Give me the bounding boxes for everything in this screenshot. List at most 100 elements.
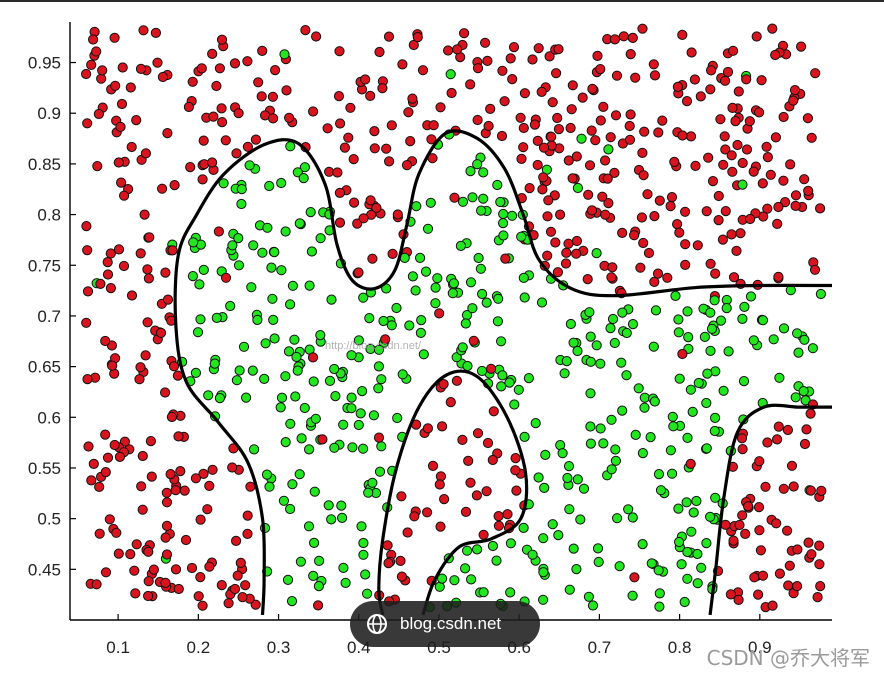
point-green (234, 365, 245, 376)
point-red (157, 71, 168, 83)
top-border (0, 0, 884, 2)
point-red (110, 80, 121, 91)
point-green (472, 159, 483, 170)
point-red (809, 264, 821, 275)
point-green (757, 315, 769, 326)
point-green (360, 569, 371, 580)
point-green (276, 265, 287, 276)
url-badge[interactable]: blog.csdn.net (350, 601, 540, 647)
point-green (585, 388, 596, 399)
point-green (572, 474, 583, 485)
point-red (760, 481, 771, 492)
point-red (281, 85, 292, 96)
point-green (241, 392, 252, 403)
point-green (815, 288, 827, 300)
point-red (100, 335, 111, 347)
point-red (146, 471, 157, 482)
point-red (785, 159, 796, 170)
point-red (637, 147, 648, 158)
point-red (715, 114, 726, 125)
point-red (677, 348, 688, 360)
point-red (567, 80, 578, 91)
point-red (488, 406, 499, 417)
point-red (730, 116, 741, 127)
point-red (611, 70, 623, 81)
point-green (357, 386, 368, 397)
decision-boundary-1 (173, 129, 833, 616)
point-red (555, 209, 566, 220)
point-green (280, 437, 291, 448)
y-tick-label: 0.55 (28, 459, 61, 478)
point-red (722, 66, 734, 78)
point-green (353, 335, 364, 346)
point-red (728, 272, 740, 283)
point-red (242, 510, 253, 521)
point-red (193, 591, 204, 602)
point-green (682, 306, 693, 317)
point-red (332, 167, 343, 178)
point-red (743, 501, 754, 512)
point-red (519, 88, 531, 99)
point-red (97, 65, 108, 76)
point-red (705, 258, 716, 269)
point-red (713, 215, 724, 226)
point-green (609, 337, 620, 349)
point-red (113, 548, 124, 559)
point-red (478, 529, 489, 540)
point-red (482, 55, 493, 67)
point-red (434, 308, 445, 319)
point-red (710, 268, 721, 279)
point-red (756, 75, 767, 86)
point-red (195, 514, 206, 525)
point-green (280, 371, 291, 382)
point-green (326, 294, 337, 305)
point-green (738, 376, 750, 387)
point-red (339, 142, 350, 153)
point-red (472, 428, 484, 439)
point-red (605, 132, 616, 143)
point-green (267, 293, 278, 304)
point-red (789, 85, 801, 96)
point-red (799, 174, 810, 185)
point-red (397, 59, 408, 70)
point-green (774, 372, 785, 383)
point-red (538, 142, 550, 153)
point-green (683, 332, 694, 343)
point-green (252, 314, 263, 325)
point-red (561, 247, 572, 258)
point-red (162, 128, 173, 139)
point-red (713, 190, 724, 202)
point-green (674, 373, 685, 384)
point-green (487, 540, 498, 552)
point-red (229, 583, 241, 595)
point-red (606, 272, 617, 283)
point-red (403, 107, 414, 118)
point-green (637, 448, 649, 459)
point-green (606, 464, 617, 475)
point-green (416, 315, 427, 326)
point-red (493, 520, 504, 531)
point-green (505, 538, 516, 549)
point-red (527, 54, 538, 65)
point-red (690, 160, 701, 171)
point-red (542, 250, 553, 261)
point-red (754, 107, 765, 118)
point-red (143, 590, 154, 602)
point-green (692, 578, 703, 589)
point-red (94, 481, 105, 492)
point-red (741, 144, 753, 155)
point-green (358, 443, 369, 454)
point-red (507, 74, 518, 85)
point-red (815, 581, 826, 592)
point-green (584, 307, 595, 318)
point-red (100, 467, 111, 478)
point-green (496, 381, 507, 392)
point-green (290, 391, 301, 402)
point-red (335, 118, 346, 129)
point-green (476, 365, 488, 377)
point-red (172, 370, 183, 381)
point-red (485, 103, 496, 115)
point-red (438, 379, 449, 390)
point-red (408, 39, 419, 51)
y-tick-label: 0.45 (28, 560, 61, 579)
